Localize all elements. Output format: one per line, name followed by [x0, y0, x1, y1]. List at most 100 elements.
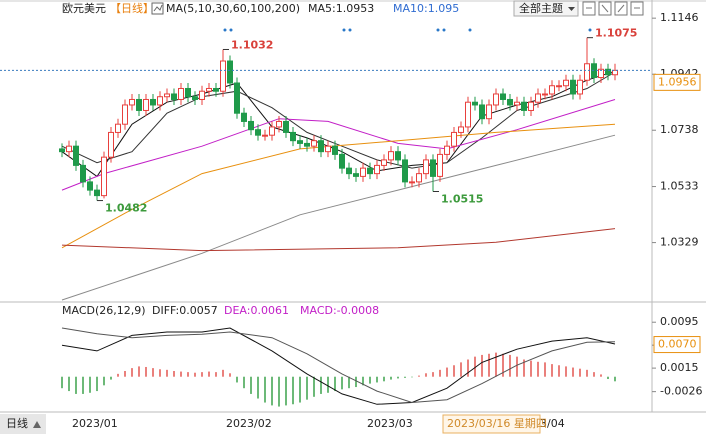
indicator-line: [61, 134, 616, 301]
candle-body: [549, 85, 555, 95]
tool-icon[interactable]: [630, 1, 644, 16]
period-arrow: [33, 421, 41, 428]
tool-icon[interactable]: [614, 1, 628, 16]
signal-dot: [468, 28, 472, 32]
candle-body: [101, 156, 107, 197]
theme-button[interactable]: [513, 0, 579, 17]
tool-glyph: [617, 4, 625, 13]
x-tick-label: 2023/03: [367, 417, 413, 430]
candle-body: [311, 140, 317, 147]
candle-body: [423, 159, 429, 175]
candle-body: [528, 101, 534, 111]
candle-body: [395, 151, 401, 161]
candle-body: [437, 153, 443, 177]
candle-body: [108, 131, 114, 158]
candle-body: [444, 145, 450, 155]
candle-body: [346, 167, 352, 175]
candle-body: [304, 142, 310, 147]
candle-body: [241, 112, 247, 122]
candle-body: [227, 60, 233, 84]
macd-marker-box: [653, 336, 701, 354]
candle-body: [143, 98, 149, 111]
candle-body: [136, 98, 142, 111]
candle-body: [409, 181, 415, 184]
cursor-date-box: [442, 414, 541, 434]
signal-dots: [223, 28, 592, 32]
candle-body: [500, 93, 506, 100]
candle-body: [416, 173, 422, 183]
candle-body: [234, 82, 240, 114]
extreme-label: 1.1075: [595, 27, 637, 40]
candle-body: [521, 101, 527, 111]
period-switch[interactable]: [0, 414, 46, 434]
cursor-date: 2023/03/16 星期四: [447, 417, 547, 430]
candle-body: [584, 63, 590, 81]
tool-glyph: [601, 4, 609, 13]
macd-value: MACD:-0.0008: [300, 304, 379, 317]
candle-body: [542, 93, 548, 96]
tool-icon[interactable]: [598, 1, 612, 16]
candle-body: [150, 98, 156, 106]
signal-dot: [229, 28, 233, 32]
theme-button-label: 全部主题: [519, 1, 563, 15]
last-price-box: [653, 73, 701, 91]
macd-diff: DIFF:0.0057: [152, 304, 218, 317]
x-tick-label: 2023/01: [72, 417, 118, 430]
y-tick-label: 0.0095: [660, 315, 699, 328]
candle-body: [122, 104, 128, 125]
candle-body: [514, 101, 520, 106]
candle-body: [577, 79, 583, 95]
candle-body: [80, 164, 86, 183]
ma-icon[interactable]: [151, 2, 164, 15]
candle-body: [213, 87, 219, 92]
candle-body: [115, 123, 121, 133]
ma-label: MA(5,10,30,60,100,200): [166, 2, 300, 15]
candle-body: [192, 96, 198, 100]
candle-body: [73, 145, 79, 166]
x-tick-label: 3/04: [540, 417, 565, 430]
ma10-value: MA10:1.095: [393, 2, 459, 15]
signal-dot: [436, 28, 440, 32]
candle-body: [171, 93, 177, 100]
candle-body: [479, 104, 485, 120]
candle-body: [598, 68, 604, 78]
candle-body: [402, 159, 408, 183]
candle-body: [66, 145, 72, 153]
macd-title: MACD(26,12,9): [62, 304, 146, 317]
candle-body: [262, 134, 268, 137]
last-price-label: 1.0956: [658, 75, 697, 88]
candle-body: [87, 181, 93, 191]
ma-icon: [153, 4, 163, 12]
candle-body: [206, 87, 212, 92]
y-tick-label: 1.0738: [660, 123, 699, 136]
tool-icon[interactable]: [582, 1, 596, 16]
extreme-label: 1.1032: [231, 38, 273, 51]
extreme-label: 1.0482: [105, 202, 147, 215]
candle-body: [535, 93, 541, 103]
signal-dot: [588, 28, 592, 32]
indicator-line: [61, 327, 616, 404]
candle-body: [164, 93, 170, 98]
candle-body: [318, 140, 324, 153]
candle-body: [248, 120, 254, 131]
candle-body: [199, 90, 205, 100]
candle-body: [612, 69, 618, 76]
candle-body: [367, 167, 373, 175]
indicator-line: [61, 327, 616, 405]
candle-body: [185, 87, 191, 98]
candle-body: [472, 101, 478, 106]
period: 【日线】: [110, 1, 154, 15]
candle-body: [220, 60, 226, 92]
indicator-line: [61, 228, 616, 252]
toolbar: [582, 1, 644, 16]
candle-body: [430, 159, 436, 177]
candle-body: [178, 87, 184, 100]
candle-body: [388, 151, 394, 161]
candle-body: [325, 145, 331, 153]
candle-body: [255, 129, 261, 136]
candle-body: [493, 93, 499, 106]
symbol: 欧元美元: [62, 2, 106, 15]
candle-body: [465, 101, 471, 128]
